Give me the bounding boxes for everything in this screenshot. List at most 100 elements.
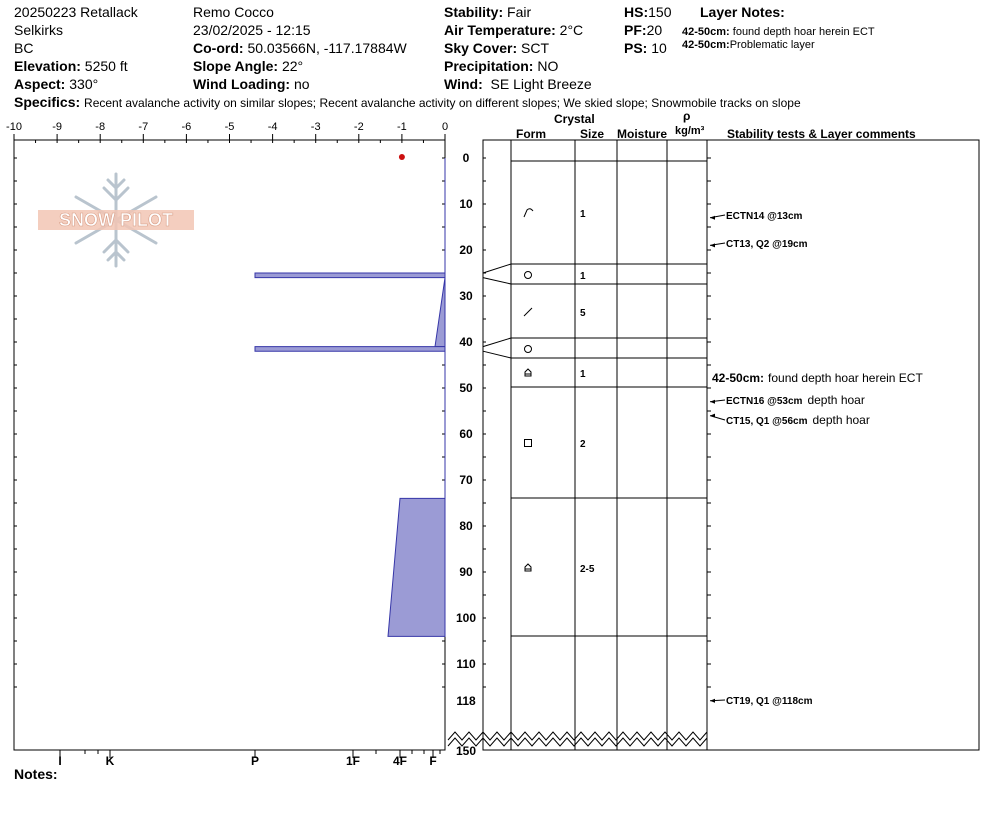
site-name: 20250223 Retallack (14, 4, 138, 20)
pf-label: PF: (624, 22, 647, 38)
precipitation-label: Precipitation: (444, 58, 534, 74)
logo-text: SNOW PILOT (59, 210, 173, 230)
hardness-tick-label: 4F (393, 754, 407, 768)
hardness-tick-label: P (251, 754, 259, 768)
depth-tick-label: 118 (456, 694, 476, 708)
hardness-tick-label: 1F (346, 754, 360, 768)
snowpilot-logo: SNOW PILOT (38, 172, 194, 268)
depth-hoar-glyph (524, 368, 532, 377)
layer-note-text: Problematic layer (729, 39, 815, 51)
specifics-label: Specifics: (14, 94, 81, 110)
layer-connector (482, 277, 512, 285)
depth-hoar-icon (524, 368, 532, 377)
faceted-glyph (524, 439, 532, 447)
hs-label: HS: (624, 4, 649, 20)
test-result: CT19, Q1 @118cm (726, 696, 813, 707)
notes-label: Notes: (14, 766, 58, 782)
test-label: CT19, Q1 @118cm (726, 696, 813, 707)
crystal-header: Crystal (554, 112, 595, 126)
crystal-size: 2-5 (580, 564, 595, 575)
layer-note-range: 42-50cm: (682, 39, 730, 51)
elevation-field: Elevation: 5250 ft (14, 58, 128, 74)
wind-loading-label: Wind Loading: (193, 76, 291, 92)
layer-note: 42-50cm:Problematic layer (682, 37, 815, 53)
temp-tick-label: -4 (268, 121, 278, 133)
size-header: Size (580, 127, 605, 141)
specifics-text: Recent avalanche activity on similar slo… (84, 96, 801, 110)
layer-comment-text: found depth hoar herein ECT (768, 371, 923, 385)
temp-tick-label: -8 (95, 121, 105, 133)
layer-comment-range: 42-50cm: (712, 371, 764, 385)
stability-value: Fair (507, 4, 532, 20)
layer-notes-title: Layer Notes: (700, 4, 785, 20)
air-temp-label: Air Temperature: (444, 22, 556, 38)
temp-tick-label: -6 (182, 121, 192, 133)
depth-tick-label: 20 (459, 243, 473, 257)
test-label: ECTN14 @13cm (726, 211, 803, 222)
coord-label: Co-ord: (193, 40, 244, 56)
depth-tick-label: 150 (456, 744, 476, 758)
layer-note-text: found depth hoar herein ECT (732, 26, 875, 38)
wind-loading-field: Wind Loading: no (193, 76, 310, 92)
temp-tick-label: 0 (442, 121, 448, 133)
hardness-profile (254, 158, 446, 637)
slope-value: 22° (281, 58, 304, 74)
hardness-bar (254, 346, 446, 352)
depth-tick-label: 50 (459, 381, 473, 395)
hs-field: HS:150 (624, 4, 671, 20)
crystal-size: 1 (580, 369, 586, 380)
layer-comment: 42-50cm: found depth hoar herein ECT (712, 371, 923, 385)
layer-table: 1 1 5 1 2 2-5 (447, 139, 980, 751)
hardness-tick-label: K (106, 754, 115, 768)
moisture-header: Moisture (617, 127, 668, 141)
observer-name: Remo Cocco (193, 4, 274, 20)
observation-datetime: 23/02/2025 - 12:15 (193, 22, 311, 38)
rounded-glyph (524, 271, 532, 279)
depth-break-zigzag (447, 731, 708, 741)
decomposing-glyph (523, 208, 534, 218)
faceted-icon (524, 439, 532, 447)
stability-tests: ECTN14 @13cm CT13, Q2 @19cm ECTN16 @53cm de… (709, 211, 923, 707)
sky-cover-label: Sky Cover: (444, 40, 518, 56)
depth-tick-label: 80 (459, 519, 473, 533)
air-temp-value: 2°C (559, 22, 584, 38)
tests-header: Stability tests & Layer comments (727, 127, 916, 141)
form-header: Form (516, 127, 546, 141)
rounded-icon (524, 345, 532, 353)
hardness-bar (387, 497, 446, 637)
test-result: ECTN16 @53cm depth hoar (726, 393, 865, 407)
layer-connector (482, 350, 512, 359)
crystal-size: 1 (580, 271, 586, 282)
density-unit: kg/m³ (675, 125, 705, 137)
rounded-icon (524, 271, 532, 279)
temp-tick-label: -10 (6, 121, 22, 133)
test-result: CT15, Q1 @56cm depth hoar (726, 413, 870, 427)
hardness-tick-label: I (58, 754, 61, 768)
coord-field: Co-ord: 50.03566N, -117.17884W (193, 40, 407, 56)
ps-field: PS: 10 (624, 40, 667, 56)
temp-tick-label: -3 (311, 121, 321, 133)
aspect-field: Aspect: 330° (14, 76, 98, 92)
coord-value: 50.03566N, -117.17884W (247, 40, 407, 56)
depth-tick-label: 90 (459, 565, 473, 579)
sky-cover-field: Sky Cover: SCT (444, 40, 549, 56)
rounded-glyph (524, 345, 532, 353)
elevation-value: 5250 ft (84, 58, 128, 74)
test-comment: depth hoar (807, 393, 864, 407)
depth-tick-label: 10 (459, 197, 473, 211)
air-temp-field: Air Temperature: 2°C (444, 22, 583, 38)
test-result: CT13, Q2 @19cm (726, 239, 808, 250)
decomposing-icon (523, 208, 534, 218)
pf-value: 20 (646, 22, 663, 38)
faceted-slash-icon (523, 307, 533, 317)
plot-frame (13, 139, 446, 751)
test-result: ECTN14 @13cm (726, 211, 803, 222)
province: BC (14, 40, 34, 56)
depth-break-zigzag (447, 737, 708, 747)
specifics-field: Specifics: Recent avalanche activity on … (14, 94, 801, 111)
depth-tick-label: 30 (459, 289, 473, 303)
test-label: CT13, Q2 @19cm (726, 239, 808, 250)
depth-tick-label: 60 (459, 427, 473, 441)
test-arrowhead (710, 399, 715, 404)
